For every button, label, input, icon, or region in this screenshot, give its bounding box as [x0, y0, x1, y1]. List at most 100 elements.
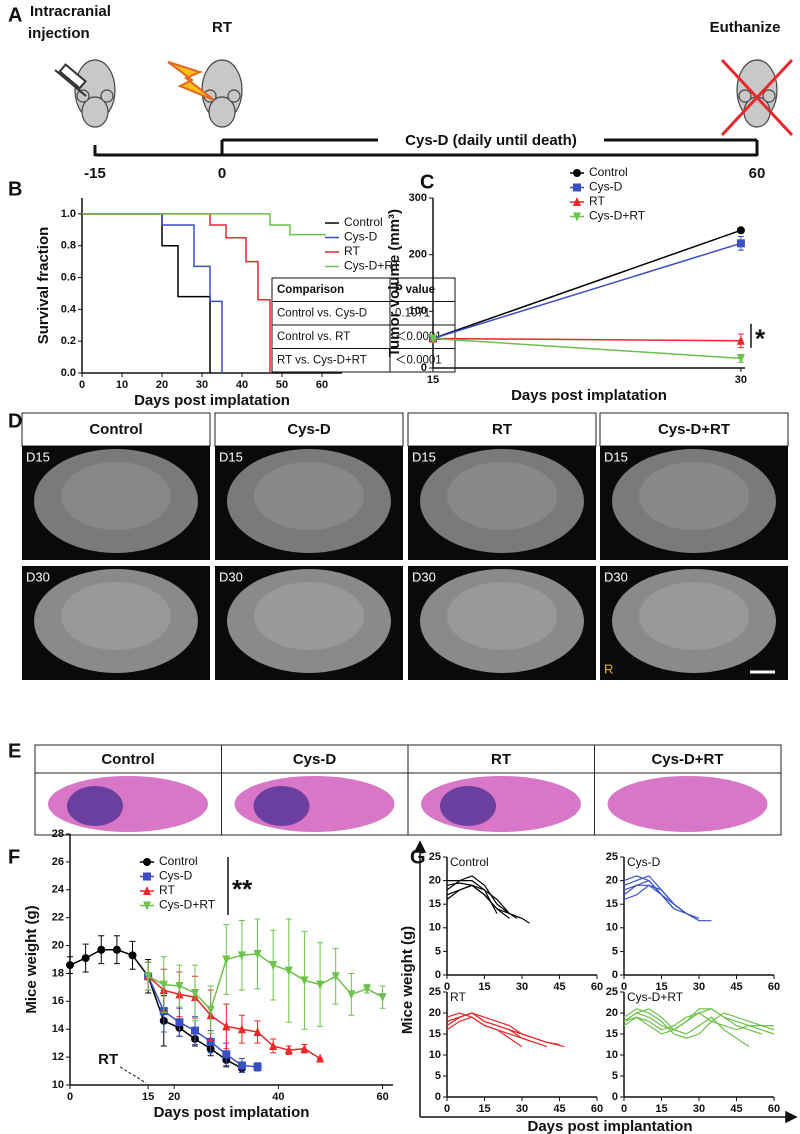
x-tick-label: 30: [735, 374, 747, 386]
series-line: [82, 213, 326, 236]
chart: 0 15 30 45 60 0 5 10 15 20 25 Cys-D+RT: [606, 986, 780, 1115]
legend-label: Cys-D+RT: [344, 259, 401, 273]
series-line: [82, 213, 211, 373]
column-header: [21, 412, 211, 447]
tumor: [253, 786, 310, 826]
series-line: [432, 337, 741, 342]
series-line: [623, 875, 675, 910]
marker: [253, 1027, 262, 1037]
marker: [144, 972, 153, 982]
marker: [316, 1053, 325, 1063]
significance: *: [755, 324, 766, 354]
marker: [284, 1045, 293, 1055]
event-label: RT: [212, 19, 232, 36]
treatment-label-bg: [378, 130, 604, 150]
legend-label: Cys-D+RT: [159, 898, 216, 912]
marker: [331, 972, 340, 982]
table-cell: Control vs. Cys-D: [277, 307, 367, 319]
table-cell: Control vs. RT: [277, 331, 350, 343]
y-tick-label: 20: [429, 875, 441, 887]
series-line: [446, 1016, 523, 1048]
panel-label: A: [8, 4, 22, 26]
y-tick-label: 25: [429, 851, 441, 863]
y-tick-label: 100: [409, 305, 427, 317]
legend-label: RT: [589, 194, 605, 208]
y-tick-label: 22: [52, 912, 64, 924]
syringe: [54, 63, 87, 97]
image-label: D30: [604, 569, 628, 584]
marker: [237, 1061, 246, 1070]
y-tick-label: 200: [409, 249, 427, 261]
x-axis-label: Days post implantation: [527, 1118, 692, 1134]
chart: 0 15 20 40 60 10 12 14 16 18 20 22 24 26 28 Days post i…: [23, 828, 393, 1121]
marker: [222, 955, 231, 965]
series-line: [623, 884, 687, 915]
tumor: [67, 786, 123, 826]
panel-label: F: [8, 846, 20, 868]
chart: 0 15 30 45 60 0 5 10 15 20 25 RT: [429, 986, 603, 1115]
marker: [143, 858, 151, 866]
chart-title: RT: [450, 990, 466, 1004]
x-tick-label: 10: [116, 379, 128, 391]
x-tick-label: 45: [553, 1103, 565, 1115]
y-tick-label: 28: [52, 828, 64, 840]
x-tick-label: 60: [316, 379, 328, 391]
marker: [269, 961, 278, 971]
x-tick-label: 15: [655, 1103, 667, 1115]
marker: [191, 1026, 200, 1035]
table-header: P value: [395, 284, 435, 296]
y-axis-label: Mice weight (g): [399, 926, 416, 1034]
y-tick-label: 0: [612, 969, 618, 981]
x-tick-label: 15: [478, 981, 490, 993]
marker: [222, 1021, 231, 1031]
marker: [222, 1050, 231, 1059]
x-tick-label: 45: [730, 981, 742, 993]
event-arrow: [119, 1066, 147, 1084]
timeline-tick-label: 60: [749, 165, 766, 182]
lightning: [167, 61, 215, 101]
table-cell: ＜0.0001: [395, 354, 442, 366]
y-tick-label: 20: [52, 939, 64, 951]
cross: [720, 58, 794, 137]
marker: [736, 239, 745, 248]
marker: [191, 988, 200, 998]
legend-label: Control: [589, 165, 628, 179]
image-label: D15: [26, 449, 50, 464]
brain-core: [254, 582, 364, 650]
y-tick-label: 5: [612, 945, 618, 957]
column-label: RT: [491, 751, 511, 768]
marker: [253, 949, 262, 959]
y-tick-label: 10: [606, 1049, 618, 1061]
y-tick-label: 15: [606, 1028, 618, 1040]
y-tick-label: 0: [435, 1091, 441, 1103]
brain-core: [639, 582, 749, 650]
image-label: D15: [604, 449, 628, 464]
brain-core: [61, 462, 171, 530]
y-tick-label: 0.2: [61, 335, 76, 347]
marker: [159, 980, 168, 990]
series-line: [623, 875, 712, 922]
series-line: [623, 1008, 775, 1039]
mouse-icon: [74, 59, 778, 128]
x-tick-label: 15: [478, 1103, 490, 1115]
column-header: [221, 744, 409, 774]
x-tick-label: 0: [444, 981, 450, 993]
y-tick-label: 0: [612, 1091, 618, 1103]
x-tick-label: 60: [768, 1103, 780, 1115]
y-tick-label: 15: [429, 1028, 441, 1040]
marker: [347, 990, 356, 1000]
y-tick-label: 12: [52, 1051, 64, 1063]
y-tick-label: 10: [429, 1049, 441, 1061]
table-cell: 0.1071: [395, 307, 430, 319]
x-tick-label: 30: [693, 1103, 705, 1115]
y-tick-label: 26: [52, 856, 64, 868]
series-line: [623, 879, 687, 915]
legend-label: Cys-D: [159, 869, 193, 883]
tumor: [440, 786, 496, 826]
column-label: Cys-D: [287, 421, 331, 438]
y-tick-label: 15: [606, 898, 618, 910]
marker: [573, 212, 581, 222]
column-label: Control: [101, 751, 154, 768]
marker: [429, 334, 437, 344]
